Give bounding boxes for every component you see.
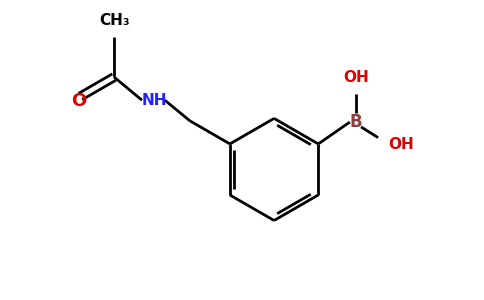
Text: O: O xyxy=(71,92,87,110)
Text: OH: OH xyxy=(343,70,369,85)
Text: NH: NH xyxy=(141,93,167,108)
Text: CH₃: CH₃ xyxy=(99,14,129,28)
Text: OH: OH xyxy=(388,137,413,152)
Text: B: B xyxy=(350,113,363,131)
